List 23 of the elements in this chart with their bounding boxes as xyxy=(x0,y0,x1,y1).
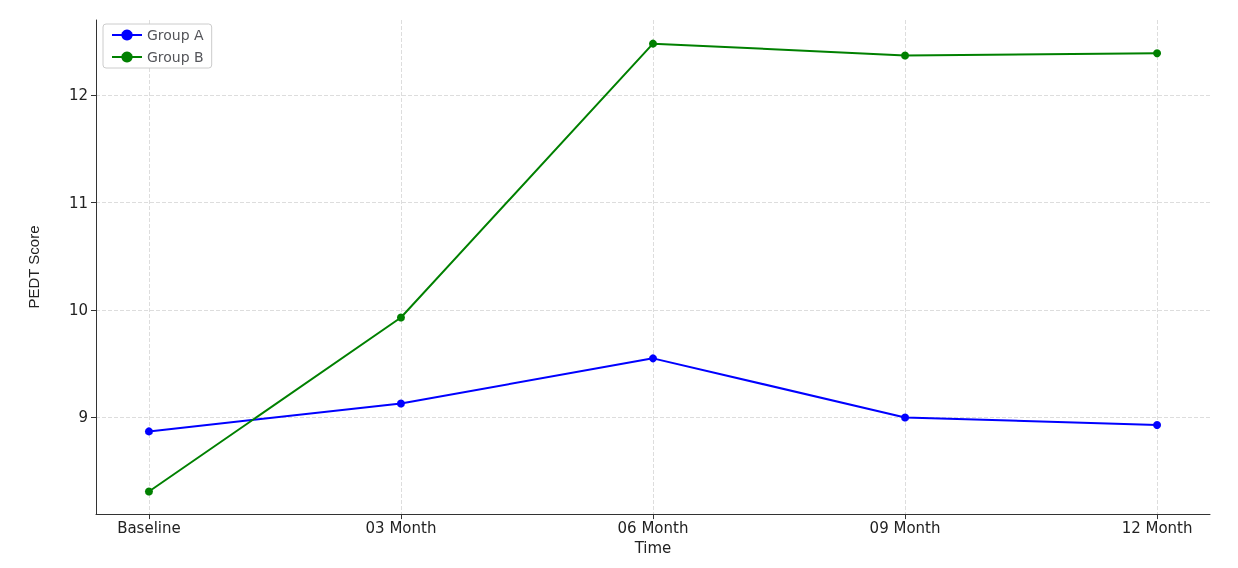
x-axis-title: Time xyxy=(633,538,672,557)
x-tick-label: 09 Month xyxy=(869,518,941,537)
x-tick-label: Baseline xyxy=(117,518,181,537)
legend-label: Group B xyxy=(147,49,204,65)
y-tick-label: 11 xyxy=(68,193,88,212)
point xyxy=(396,399,405,408)
y-tick-label: 9 xyxy=(78,408,88,427)
x-tick-label: 06 Month xyxy=(617,518,689,537)
x-tick-label: 12 Month xyxy=(1121,518,1193,537)
point xyxy=(1153,49,1162,58)
point xyxy=(144,427,153,436)
point xyxy=(144,487,153,496)
point xyxy=(396,313,405,322)
point xyxy=(1153,420,1162,429)
point xyxy=(901,51,910,60)
legend-label: Group A xyxy=(147,27,205,43)
y-axis-title: PEDT Score xyxy=(25,225,42,309)
y-tick-label: 10 xyxy=(68,301,88,320)
point xyxy=(901,413,910,422)
x-tick-label: 03 Month xyxy=(365,518,437,537)
y-tick-label: 12 xyxy=(68,86,88,105)
point xyxy=(649,39,657,48)
point xyxy=(649,354,657,363)
